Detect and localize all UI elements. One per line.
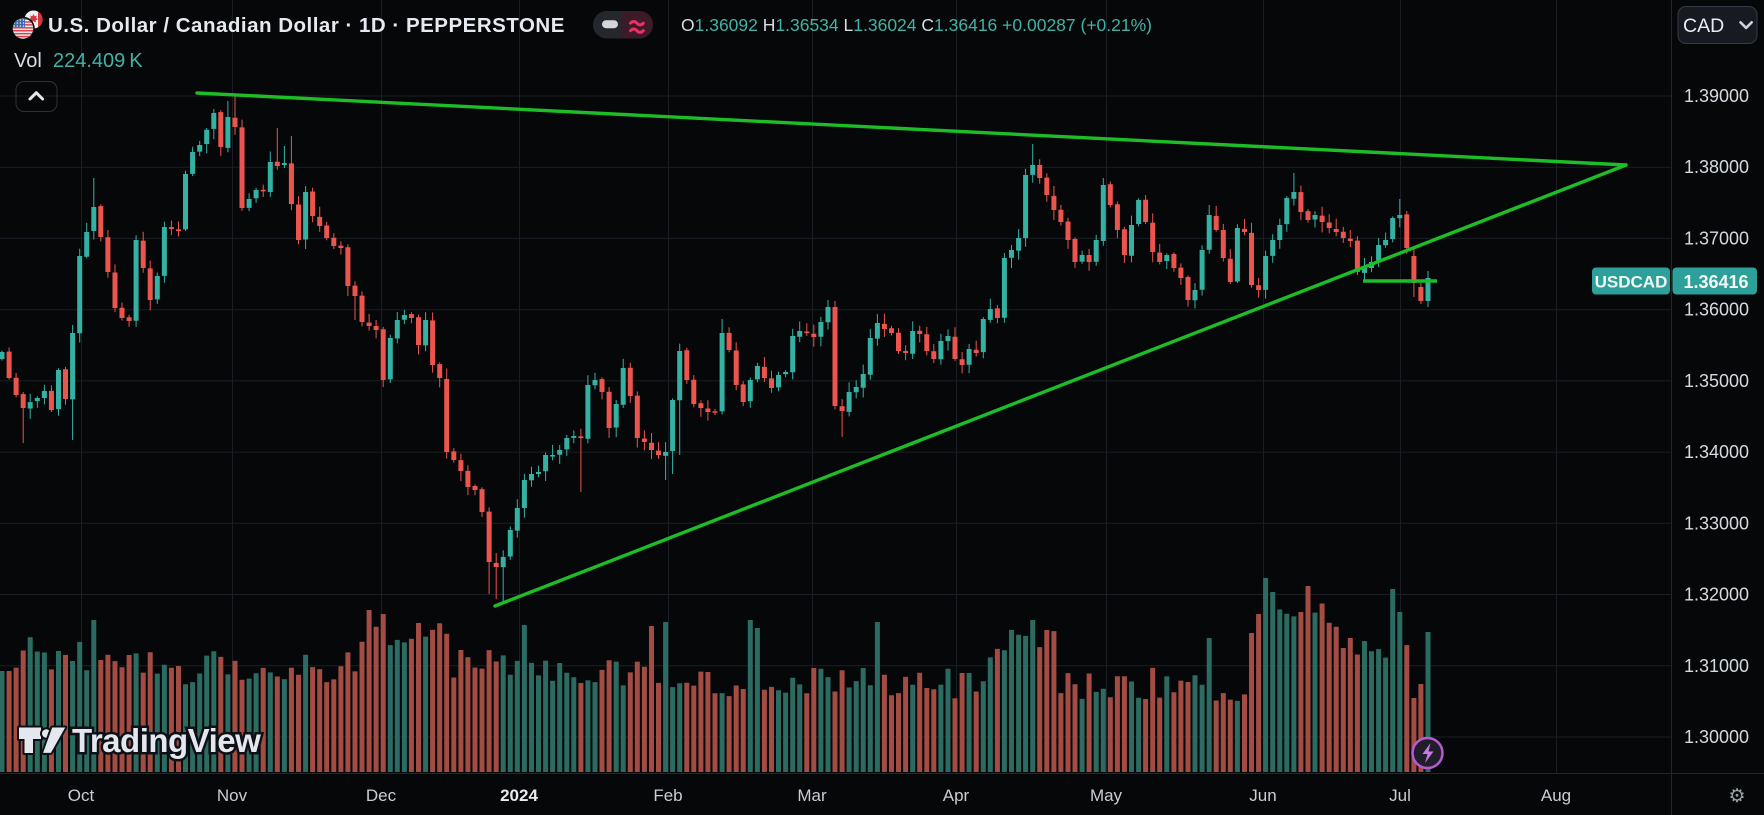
svg-text:Nov: Nov — [217, 786, 248, 805]
svg-text:1.36416: 1.36416 — [1683, 272, 1748, 292]
svg-text:TradingView: TradingView — [72, 722, 261, 759]
svg-text:Oct: Oct — [68, 786, 95, 805]
svg-text:1.35000: 1.35000 — [1684, 371, 1749, 391]
svg-text:Dec: Dec — [366, 786, 397, 805]
svg-text:1.36000: 1.36000 — [1684, 300, 1749, 320]
svg-text:O1.36092 H1.36534 L1.36024 C1.: O1.36092 H1.36534 L1.36024 C1.36416 +0.0… — [681, 15, 1152, 35]
svg-text:Mar: Mar — [797, 786, 827, 805]
svg-text:U.S. Dollar / Canadian Dollar: U.S. Dollar / Canadian Dollar · 1D · PEP… — [48, 14, 565, 37]
svg-text:Aug: Aug — [1541, 786, 1571, 805]
svg-text:1.38000: 1.38000 — [1684, 157, 1749, 177]
svg-text:Feb: Feb — [653, 786, 682, 805]
svg-text:1.34000: 1.34000 — [1684, 442, 1749, 462]
svg-text:1.31000: 1.31000 — [1684, 656, 1749, 676]
svg-text:224.409 K: 224.409 K — [53, 50, 143, 72]
svg-text:1.37000: 1.37000 — [1684, 228, 1749, 248]
svg-text:1.30000: 1.30000 — [1684, 727, 1749, 747]
svg-text:2024: 2024 — [500, 786, 538, 805]
svg-text:1.32000: 1.32000 — [1684, 585, 1749, 605]
svg-text:1.33000: 1.33000 — [1684, 513, 1749, 533]
svg-text:Jun: Jun — [1249, 786, 1276, 805]
svg-text:May: May — [1090, 786, 1123, 805]
svg-text:⚙: ⚙ — [1728, 786, 1745, 807]
svg-text:Jul: Jul — [1389, 786, 1411, 805]
svg-text:Apr: Apr — [943, 786, 970, 805]
svg-text:CAD: CAD — [1683, 15, 1724, 37]
svg-text:USDCAD: USDCAD — [1595, 273, 1668, 292]
svg-text:Vol: Vol — [14, 50, 42, 72]
svg-text:1.39000: 1.39000 — [1684, 86, 1749, 106]
